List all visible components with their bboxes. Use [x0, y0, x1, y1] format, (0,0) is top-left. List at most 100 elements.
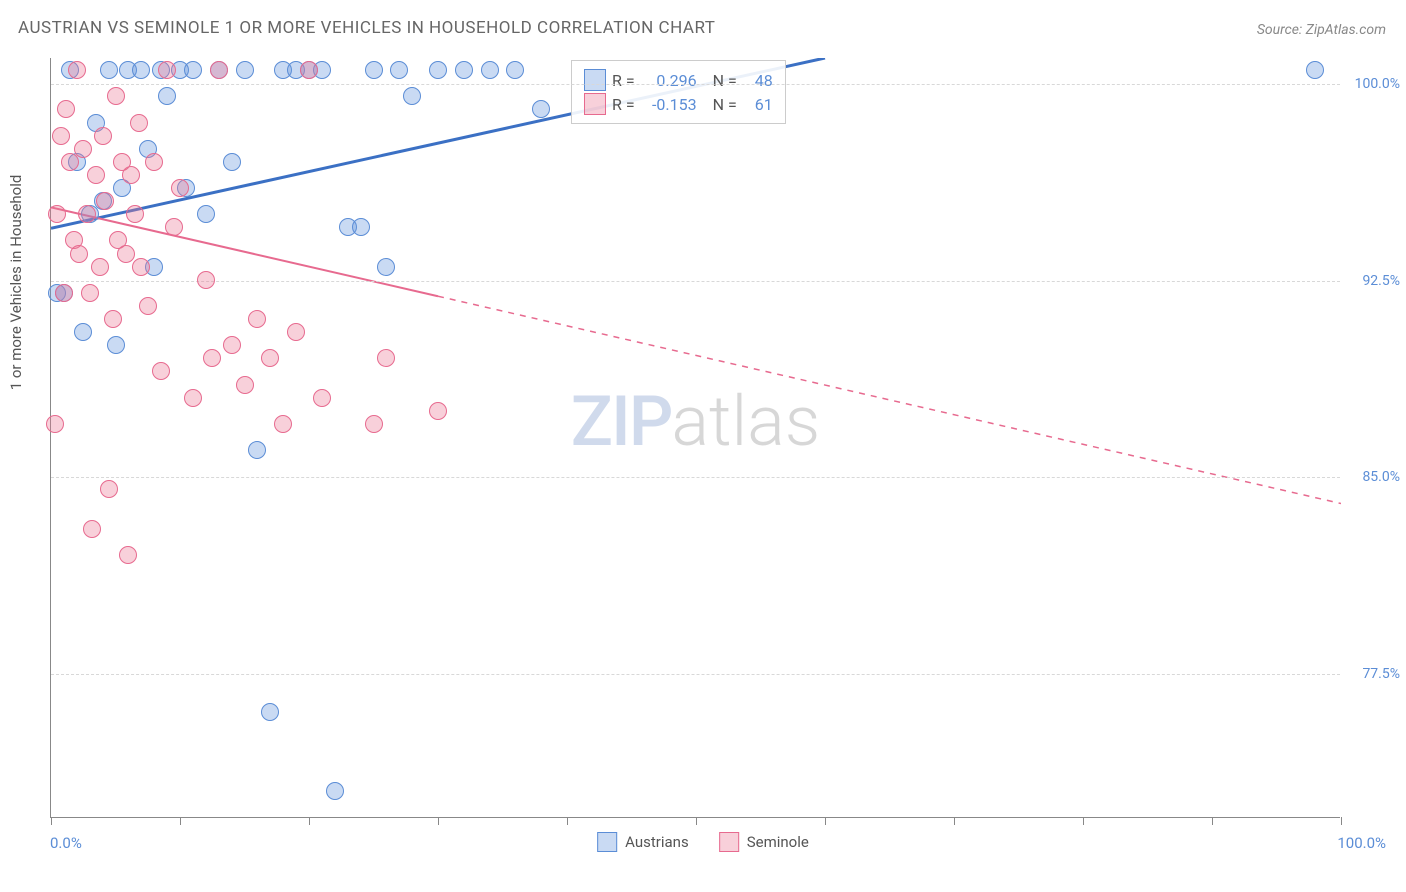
scatter-point	[261, 703, 279, 721]
legend-label: Seminole	[747, 833, 809, 851]
legend-swatch	[584, 69, 606, 91]
scatter-point	[145, 153, 163, 171]
scatter-point	[184, 61, 202, 79]
scatter-point	[261, 349, 279, 367]
correlation-chart: AUSTRIAN VS SEMINOLE 1 OR MORE VEHICLES …	[0, 0, 1406, 892]
correlation-legend: R =0.296N =48R =-0.153N =61	[571, 60, 786, 124]
legend-swatch	[719, 832, 739, 852]
legend-row: R = -0.153 N = 61	[584, 93, 773, 115]
scatter-point	[55, 284, 73, 302]
trend-line-dashed	[438, 296, 1341, 503]
legend-n-value: 61	[743, 95, 773, 114]
scatter-point	[184, 389, 202, 407]
scatter-point	[506, 61, 524, 79]
scatter-point	[81, 284, 99, 302]
scatter-point	[46, 415, 64, 433]
scatter-point	[203, 349, 221, 367]
watermark-suffix: atlas	[671, 381, 820, 463]
scatter-point	[130, 114, 148, 132]
watermark-prefix: ZIP	[571, 381, 672, 463]
legend-n-value: 48	[743, 71, 773, 90]
y-tick-label: 100.0%	[1355, 76, 1400, 92]
x-tick	[567, 817, 568, 825]
scatter-point	[236, 61, 254, 79]
x-tick	[438, 817, 439, 825]
y-tick-label: 77.5%	[1362, 666, 1400, 682]
legend-swatch	[584, 93, 606, 115]
x-axis-min-label: 0.0%	[50, 834, 82, 852]
scatter-point	[152, 362, 170, 380]
legend-row: R =0.296N =48	[584, 69, 773, 91]
scatter-point	[96, 192, 114, 210]
x-tick	[309, 817, 310, 825]
x-tick	[825, 817, 826, 825]
scatter-point	[455, 61, 473, 79]
y-tick-label: 85.0%	[1362, 469, 1400, 485]
legend-label: Austrians	[625, 833, 689, 851]
trend-line-solid	[51, 207, 438, 296]
scatter-point	[429, 61, 447, 79]
scatter-point	[300, 61, 318, 79]
scatter-point	[352, 218, 370, 236]
scatter-point	[126, 205, 144, 223]
source-attribution: Source: ZipAtlas.com	[1257, 22, 1386, 38]
scatter-point	[119, 546, 137, 564]
scatter-point	[532, 100, 550, 118]
scatter-point	[78, 205, 96, 223]
scatter-point	[377, 258, 395, 276]
x-tick	[1341, 817, 1342, 825]
scatter-point	[158, 87, 176, 105]
x-tick	[1083, 817, 1084, 825]
scatter-point	[197, 205, 215, 223]
scatter-point	[74, 140, 92, 158]
grid-line	[51, 84, 1340, 85]
legend-r-value: -0.153	[641, 95, 697, 114]
legend-item: Seminole	[719, 832, 809, 852]
scatter-point	[429, 402, 447, 420]
scatter-point	[57, 100, 75, 118]
trend-lines	[51, 58, 1341, 818]
scatter-point	[48, 205, 66, 223]
scatter-point	[326, 782, 344, 800]
scatter-point	[158, 61, 176, 79]
scatter-point	[70, 245, 88, 263]
scatter-point	[481, 61, 499, 79]
scatter-point	[171, 179, 189, 197]
scatter-point	[104, 310, 122, 328]
scatter-point	[236, 376, 254, 394]
scatter-point	[248, 310, 266, 328]
x-tick	[954, 817, 955, 825]
scatter-point	[248, 441, 266, 459]
scatter-point	[377, 349, 395, 367]
x-tick	[51, 817, 52, 825]
legend-n-label: N =	[713, 71, 737, 90]
legend-r-label: R =	[612, 71, 635, 90]
y-axis-label: 1 or more Vehicles in Household	[7, 175, 25, 391]
scatter-point	[313, 389, 331, 407]
watermark: ZIPatlas	[571, 381, 821, 463]
plot-area: ZIPatlas R =0.296N =48R =-0.153N =61 77.…	[50, 58, 1340, 818]
legend-r-label: R =	[612, 95, 635, 114]
scatter-point	[91, 258, 109, 276]
scatter-point	[132, 258, 150, 276]
scatter-point	[100, 61, 118, 79]
legend-n-label: N =	[713, 95, 737, 114]
grid-line	[51, 674, 1340, 675]
scatter-point	[117, 245, 135, 263]
legend-swatch	[597, 832, 617, 852]
scatter-point	[68, 61, 86, 79]
series-legend: Austrians Seminole	[597, 832, 809, 852]
scatter-point	[100, 480, 118, 498]
scatter-point	[223, 153, 241, 171]
scatter-point	[287, 323, 305, 341]
grid-line	[51, 477, 1340, 478]
scatter-point	[52, 127, 70, 145]
scatter-point	[132, 61, 150, 79]
scatter-point	[223, 336, 241, 354]
scatter-point	[107, 336, 125, 354]
chart-title: AUSTRIAN VS SEMINOLE 1 OR MORE VEHICLES …	[18, 18, 715, 38]
x-tick	[1212, 817, 1213, 825]
x-tick	[696, 817, 697, 825]
scatter-point	[365, 61, 383, 79]
y-tick-label: 92.5%	[1362, 273, 1400, 289]
